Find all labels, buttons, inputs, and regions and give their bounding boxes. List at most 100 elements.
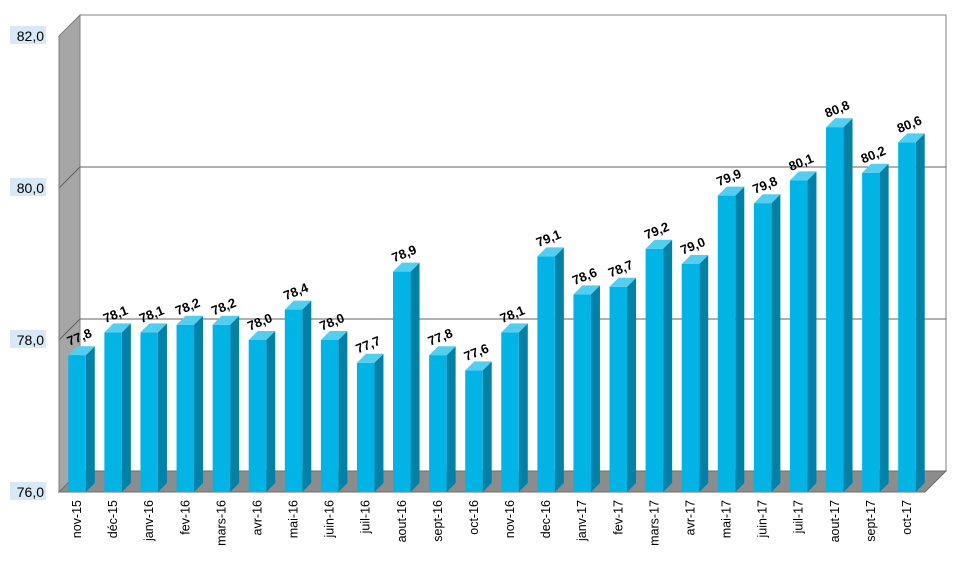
bar-top	[140, 323, 167, 333]
bar	[284, 300, 312, 492]
x-tick-label: fev-17	[611, 500, 625, 535]
bar-side	[85, 346, 95, 492]
bar-top	[826, 118, 853, 128]
bar-top	[320, 331, 348, 340]
bar	[609, 277, 637, 492]
bar-side	[915, 133, 925, 492]
bar-side	[157, 323, 167, 492]
bar-top	[356, 353, 384, 363]
bar-top	[284, 300, 312, 310]
bar-side	[843, 118, 853, 492]
x-tick-label: sept-17	[864, 500, 878, 542]
x-tick-label: oct-16	[467, 500, 481, 535]
bar-top	[393, 262, 420, 272]
bar-side	[338, 331, 348, 492]
bar	[248, 331, 276, 492]
bar-front	[753, 203, 772, 492]
bar-top	[573, 285, 600, 295]
x-tick-label: aout-17	[828, 500, 842, 542]
bar-front	[429, 355, 447, 492]
bar-front	[609, 286, 628, 492]
bar-front	[826, 127, 844, 492]
y-tick-label: 78,0	[10, 330, 46, 348]
bar-front	[320, 340, 339, 492]
x-tick-label: mars-17	[647, 500, 661, 546]
x-tick-label: juil-17	[792, 500, 806, 534]
x-tick-label: juin-17	[756, 500, 770, 539]
x-tick-label: mars-16	[214, 500, 228, 546]
bar	[789, 171, 817, 492]
x-tick-label: déc-15	[106, 500, 120, 538]
bar-top	[537, 247, 564, 257]
bar-top	[212, 315, 240, 325]
bar-side	[374, 353, 384, 492]
bar	[645, 239, 673, 492]
y-tick-background	[10, 330, 46, 348]
bar-side	[771, 194, 781, 492]
bar-side	[807, 171, 817, 492]
bar-top	[429, 346, 456, 356]
bar-front	[645, 248, 664, 492]
bar-side	[302, 300, 312, 492]
bar-side	[230, 315, 240, 492]
bar-top	[717, 186, 745, 196]
bar	[753, 194, 781, 492]
bar-top	[645, 239, 673, 249]
x-tick-label: nov-15	[70, 500, 84, 538]
y-tick-background	[10, 482, 46, 500]
bar-top	[501, 323, 528, 333]
y-tick-text: 82,0	[17, 28, 44, 44]
y-tick-label: 82,0	[10, 26, 46, 44]
bar	[501, 323, 528, 492]
bar-top	[753, 194, 781, 204]
bar	[140, 323, 167, 492]
bar-front	[140, 332, 158, 492]
bar	[212, 315, 240, 492]
bar-top	[862, 163, 889, 173]
bar-side	[735, 186, 745, 492]
y-tick-background	[10, 26, 46, 44]
bar	[176, 315, 204, 492]
x-tick-label: mai-17	[720, 500, 734, 538]
y-tick-text: 78,0	[17, 332, 44, 348]
bar-side	[410, 262, 420, 492]
bar-front	[248, 340, 267, 492]
bar-side	[482, 361, 492, 492]
y-axis: 76,0 78,0 80,0 82,0	[10, 26, 60, 500]
bar	[826, 118, 853, 492]
y-tick-label: 80,0	[10, 178, 46, 196]
bar-side	[446, 346, 456, 492]
bar-top	[465, 361, 492, 371]
x-tick-label: aout-16	[395, 500, 409, 542]
x-tick-label: avr-16	[250, 500, 264, 535]
bar	[465, 361, 492, 492]
bar	[356, 353, 384, 492]
x-tick-label: nov-16	[503, 500, 517, 538]
bar	[573, 285, 600, 492]
x-tick-label: janv-17	[575, 500, 589, 542]
bar-front	[717, 195, 736, 492]
bar	[898, 133, 925, 492]
bar	[320, 331, 348, 492]
bar-front	[212, 324, 231, 492]
bar-front	[356, 362, 375, 492]
bar-front	[68, 355, 86, 492]
x-tick-label: janv-16	[142, 500, 156, 542]
gridline-diagonal	[58, 166, 81, 189]
bar	[393, 262, 420, 492]
bar-top	[789, 171, 817, 181]
bar-side	[699, 255, 709, 492]
x-tick-label: juin-16	[323, 500, 337, 539]
bar-top	[681, 255, 709, 264]
x-tick-label: mai-16	[287, 500, 301, 538]
bar-front	[176, 324, 195, 492]
bar-side	[590, 285, 600, 492]
bar	[681, 255, 709, 492]
bar-top	[609, 277, 637, 287]
bar	[537, 247, 564, 492]
bar-top	[104, 323, 131, 333]
y-tick-label: 76,0	[10, 482, 46, 500]
y-tick-text: 76,0	[17, 484, 44, 500]
bar-front	[537, 256, 555, 492]
bar-top	[68, 346, 95, 356]
